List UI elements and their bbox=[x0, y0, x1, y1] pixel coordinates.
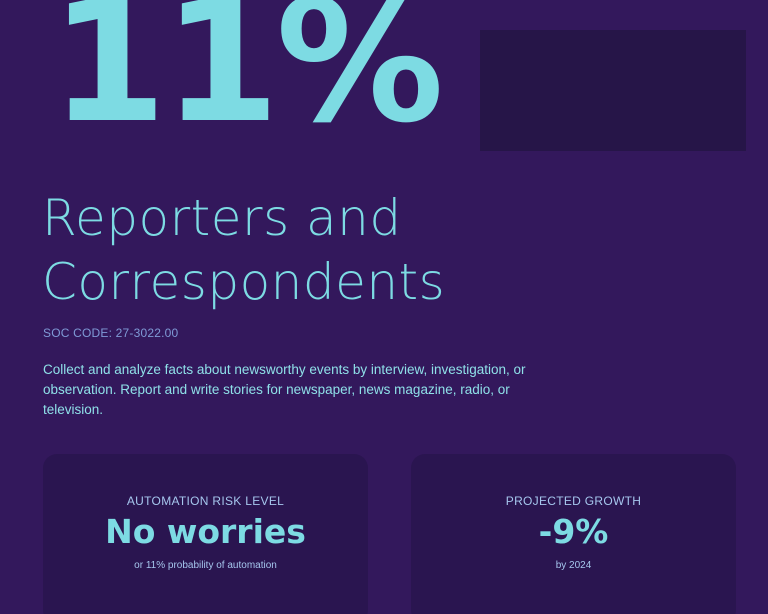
soc-code: SOC CODE: 27-3022.00 bbox=[43, 326, 179, 340]
job-title: Reporters and Correspondents bbox=[42, 186, 502, 314]
projected-growth-value: -9% bbox=[538, 512, 609, 551]
projected-growth-subtext: by 2024 bbox=[555, 560, 592, 571]
job-title-line-2: Correspondents bbox=[42, 253, 446, 311]
projected-growth-card: PROJECTED GROWTH -9% by 2024 bbox=[411, 454, 736, 614]
job-title-line-1: Reporters and bbox=[42, 189, 402, 247]
automation-risk-card: AUTOMATION RISK LEVEL No worries or 11% … bbox=[43, 454, 368, 614]
automation-risk-value: No worries bbox=[105, 512, 306, 551]
automation-risk-label: AUTOMATION RISK LEVEL bbox=[126, 494, 285, 508]
automation-risk-subtext: or 11% probability of automation bbox=[134, 560, 277, 571]
job-description: Collect and analyze facts about newswort… bbox=[43, 362, 526, 417]
placeholder-panel bbox=[480, 30, 746, 151]
projected-growth-label: PROJECTED GROWTH bbox=[505, 494, 642, 508]
automation-percent-headline: 11% bbox=[50, 0, 444, 160]
